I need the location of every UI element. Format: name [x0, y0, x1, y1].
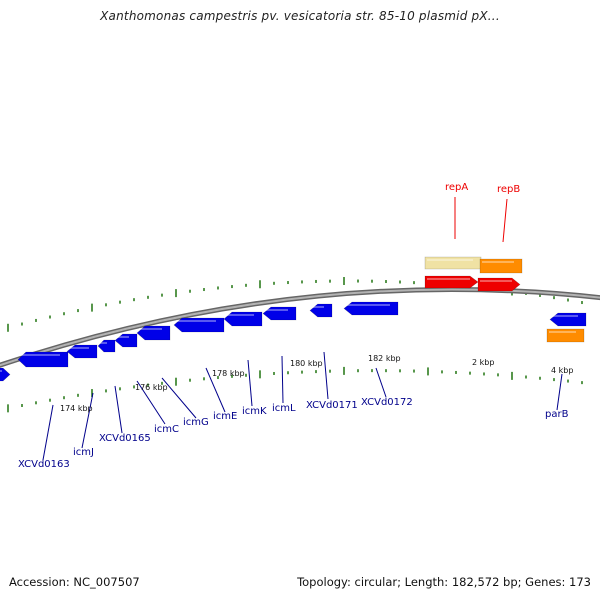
- scale-label: 178 kbp: [212, 369, 245, 378]
- gene-label: icmK: [242, 406, 267, 417]
- label-leader-line: [42, 404, 54, 461]
- gene-feature-shine: [69, 347, 89, 349]
- scale-label: 174 kbp: [60, 404, 93, 413]
- topology-text: Topology: circular; Length: 182,572 bp; …: [297, 575, 591, 589]
- gene-feature: [309, 303, 333, 318]
- scale-label: 180 kbp: [290, 359, 323, 368]
- gene-label: repB: [497, 184, 520, 195]
- label-leader-line: [81, 392, 94, 449]
- gene-feature: [424, 256, 482, 270]
- gene-feature: [0, 367, 11, 382]
- gene-feature-shine: [480, 280, 512, 282]
- label-leader-line: [205, 367, 226, 413]
- gene-feature-shine: [427, 278, 470, 280]
- gene-feature-shine: [552, 315, 578, 317]
- label-leader-line: [323, 351, 329, 400]
- label-leaders: [42, 197, 563, 461]
- gene-label: parB: [545, 409, 569, 420]
- gene-feature-shine: [20, 354, 60, 356]
- gene-label: icmE: [213, 411, 237, 422]
- gene-feature: [136, 325, 171, 341]
- gene-track: [0, 256, 587, 382]
- label-leader-line: [114, 385, 123, 434]
- gene-feature-shine: [226, 314, 254, 316]
- gene-feature-shine: [0, 370, 2, 372]
- label-leader-line: [375, 367, 387, 398]
- scale-labels: 174 kbp 176 kbp 178 kbp 180 kbp 182 kbp 2 kbp…: [60, 354, 573, 413]
- gene-feature-shine: [427, 259, 473, 261]
- gene-feature: [173, 317, 225, 333]
- gene-feature: [223, 311, 263, 327]
- label-leader-line: [247, 359, 253, 407]
- gene-label: XCVd0172: [361, 397, 413, 408]
- gene-feature-shine: [312, 306, 324, 308]
- gene-feature: [97, 339, 116, 353]
- plasmid-backbone-highlight: [0, 288, 600, 367]
- gene-feature: [479, 258, 523, 274]
- scale-label: 176 kbp: [135, 383, 168, 392]
- gene-feature-shine: [346, 304, 390, 306]
- gene-label: XCVd0165: [99, 433, 151, 444]
- gene-feature: [66, 344, 98, 359]
- gene-feature-shine: [265, 309, 288, 311]
- gene-feature: [546, 328, 585, 343]
- label-leader-line: [136, 380, 166, 425]
- gene-feature-shine: [100, 342, 107, 344]
- gene-label: XCVd0163: [18, 459, 70, 470]
- label-leader-line: [502, 198, 508, 243]
- label-leader-line: [161, 377, 197, 419]
- gene-feature: [424, 275, 479, 289]
- gene-feature: [549, 312, 587, 327]
- gene-label: icmC: [154, 424, 179, 435]
- gene-feature: [477, 277, 521, 292]
- scale-label: 2 kbp: [472, 358, 494, 367]
- gene-feature-shine: [176, 320, 216, 322]
- map-title: Xanthomonas campestris pv. vesicatoria s…: [100, 9, 500, 23]
- scale-label: 182 kbp: [368, 354, 401, 363]
- label-leader-line: [281, 355, 284, 404]
- gene-feature: [17, 351, 69, 368]
- gene-feature-shine: [117, 336, 129, 338]
- gene-label: icmJ: [73, 447, 94, 458]
- gene-feature: [343, 301, 399, 316]
- scale-label: 4 kbp: [551, 366, 573, 375]
- accession-text: Accession: NC_007507: [9, 575, 140, 589]
- gene-feature-shine: [139, 328, 162, 330]
- gene-label: repA: [445, 182, 468, 193]
- gene-feature: [114, 333, 138, 348]
- gene-label: icmL: [272, 403, 296, 414]
- gene-label: XCVd0171: [306, 400, 358, 411]
- gene-label: icmG: [183, 417, 209, 428]
- gene-feature-shine: [482, 261, 514, 263]
- label-leader-line: [556, 373, 563, 411]
- gene-feature-shine: [549, 331, 576, 333]
- gene-feature: [262, 306, 297, 321]
